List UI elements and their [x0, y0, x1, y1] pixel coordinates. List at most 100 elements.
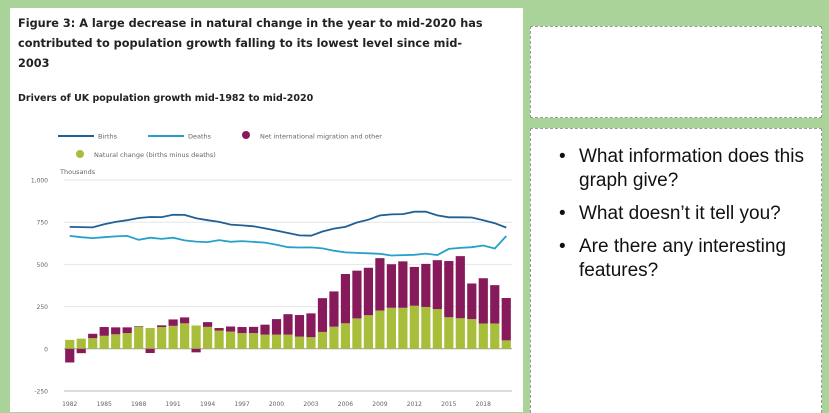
bar-natural-change [501, 340, 511, 349]
legend-natural-change-swatch [76, 150, 84, 158]
bar-migration [168, 319, 178, 326]
x-tick-label: 1997 [234, 401, 249, 408]
y-tick-label: 1,000 [31, 178, 48, 185]
bar-natural-change [375, 310, 385, 349]
y-axis-label: Thousands [59, 168, 96, 176]
bar-natural-change [283, 334, 293, 349]
bar-natural-change [386, 307, 396, 349]
empty-text-box[interactable] [530, 26, 822, 118]
bar-natural-change [444, 317, 454, 349]
bar-natural-change [134, 327, 144, 349]
bar-natural-change [340, 323, 351, 349]
bar-migration [478, 278, 488, 324]
x-tick-label: 2006 [338, 401, 353, 408]
y-tick-label: 250 [37, 304, 49, 311]
x-tick-label: 2015 [441, 401, 456, 408]
x-tick-label: 1985 [97, 401, 112, 408]
chart-title: Drivers of UK population growth mid-1982… [18, 93, 314, 104]
bar-migration [260, 324, 270, 335]
bar-natural-change [65, 339, 75, 349]
bar-migration [99, 327, 109, 336]
bar-natural-change [202, 326, 213, 349]
bar-migration [88, 333, 98, 339]
bar-migration [501, 297, 511, 341]
bar-natural-change [180, 323, 190, 349]
bar-natural-change [76, 338, 86, 349]
bar-natural-change [306, 337, 316, 349]
figure-title: Figure 3: A large decrease in natural ch… [18, 17, 483, 70]
bar-migration [467, 283, 477, 320]
bar-migration [122, 327, 132, 334]
bar-migration [76, 348, 86, 354]
bar-migration [202, 322, 213, 327]
bar-natural-change [490, 323, 500, 349]
bar-natural-change [237, 333, 247, 349]
bar-natural-change [352, 318, 362, 349]
bar-migration [191, 348, 201, 353]
bar-migration [340, 274, 351, 324]
bar-natural-change [214, 330, 224, 349]
deaths-line [69, 234, 507, 257]
legend-deaths-label: Deaths [188, 133, 212, 141]
x-tick-label: 2012 [407, 401, 422, 408]
question-item: What information does this graph give? [559, 145, 829, 193]
births-line [69, 210, 507, 237]
bar-natural-change [455, 318, 465, 349]
bar-natural-change [409, 305, 419, 349]
bar-migration [248, 326, 259, 334]
bar-natural-change [467, 319, 477, 349]
bar-migration [432, 260, 442, 310]
bar-migration [375, 258, 385, 311]
x-tick-label: 1991 [165, 401, 180, 408]
question-item: What doesn’t it tell you? [559, 202, 829, 226]
y-tick-label: 750 [37, 220, 49, 227]
bar-migration [157, 325, 167, 328]
bar-migration [134, 326, 144, 328]
y-tick-label: 500 [37, 262, 49, 269]
bar-migration [329, 291, 339, 327]
bar-natural-change [260, 334, 270, 349]
bar-natural-change [122, 333, 132, 349]
legend-births-label: Births [98, 133, 118, 141]
bar-natural-change [191, 325, 201, 349]
bar-migration [237, 327, 247, 334]
x-tick-label: 1988 [131, 401, 146, 408]
x-tick-label: 2003 [303, 401, 318, 408]
bar-natural-change [248, 333, 259, 349]
bar-migration [294, 315, 305, 337]
question-item: Are there any interesting features? [559, 235, 829, 283]
bar-migration [111, 327, 121, 335]
y-tick-label: 0 [44, 346, 48, 353]
bar-migration [398, 261, 408, 308]
bar-migration [455, 256, 465, 319]
bar-natural-change [168, 325, 178, 349]
bar-migration [409, 266, 419, 306]
bar-migration [145, 348, 155, 354]
bar-migration [214, 328, 224, 331]
questions-text-box[interactable]: What information does this graph give? W… [530, 128, 822, 413]
population-chart: -250 0 250 500 750 1,000 Thousands 1982 1985 1988… [31, 131, 512, 408]
bar-natural-change [398, 307, 408, 349]
bar-natural-change [88, 338, 98, 349]
question-list: What information does this graph give? W… [559, 145, 829, 292]
bar-natural-change [111, 334, 121, 349]
bar-natural-change [145, 328, 155, 349]
bar-migration [386, 264, 396, 308]
bar-migration [65, 348, 75, 363]
bar-natural-change [329, 326, 339, 349]
bar-migration [352, 270, 362, 319]
bar-natural-change [432, 309, 442, 349]
legend-migration-swatch [242, 131, 250, 139]
bar-natural-change [421, 306, 431, 349]
bar-natural-change [271, 334, 282, 349]
bar-migration [306, 313, 316, 338]
bar-natural-change [317, 331, 328, 349]
bar-natural-change [363, 315, 374, 349]
x-tick-label: 2018 [476, 401, 491, 408]
bar-natural-change [157, 327, 167, 349]
bar-migration [363, 267, 374, 316]
bar-migration [180, 317, 190, 324]
y-tick-label: -250 [34, 389, 48, 396]
bar-natural-change [225, 331, 236, 349]
bar-natural-change [478, 323, 488, 349]
